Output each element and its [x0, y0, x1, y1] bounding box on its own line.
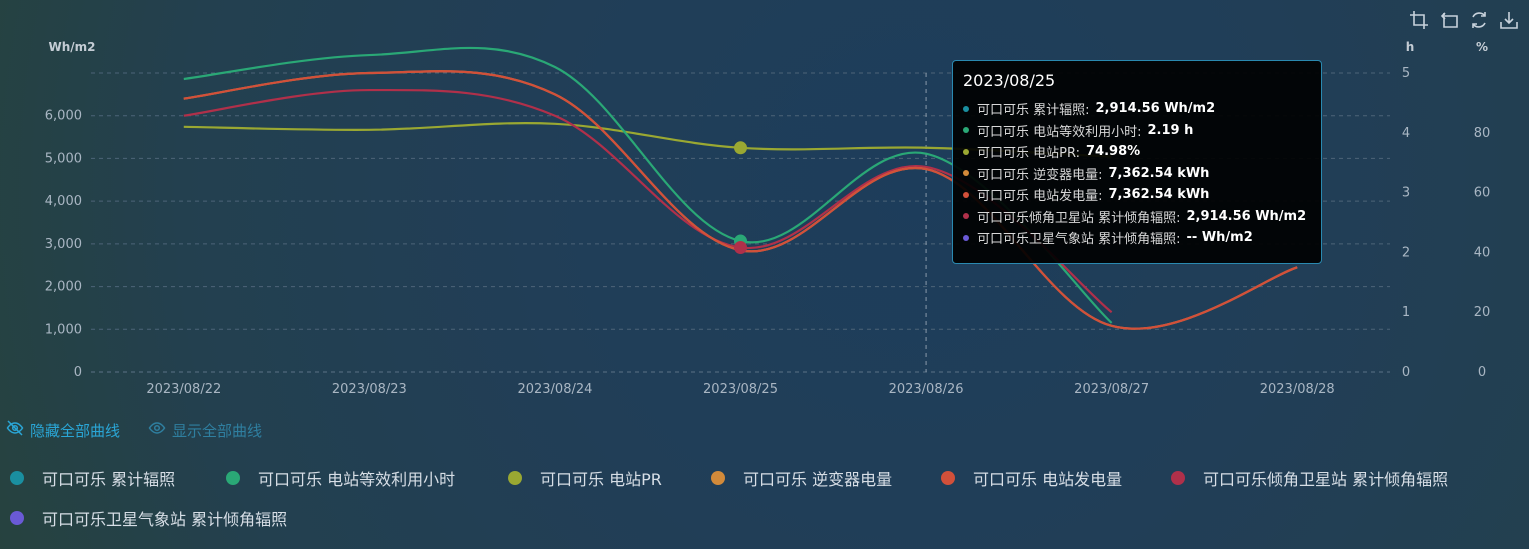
tooltip-series-dot [963, 213, 969, 220]
tooltip-series-dot [963, 148, 969, 155]
tooltip-series-name: 可口可乐卫星气象站 累计倾角辐照: [977, 232, 1181, 248]
legend-color-dot [10, 471, 24, 485]
legend-label: 可口可乐 逆变器电量 [743, 470, 893, 489]
legend-label: 可口可乐 电站发电量 [973, 470, 1123, 489]
tooltip-series-value: 2,914.56 Wh/m2 [1095, 101, 1216, 117]
data-point-marker [734, 241, 747, 255]
x-tick-label: 2023/08/24 [517, 382, 592, 397]
legend-color-dot [10, 511, 24, 525]
tooltip-series-value: 2,914.56 Wh/m2 [1186, 208, 1307, 224]
crop-icon[interactable] [1407, 8, 1431, 32]
legend-item[interactable]: 可口可乐 累计辐照 [10, 466, 175, 490]
show-all-curves-button[interactable]: 显示全部曲线 [148, 419, 262, 441]
tooltip-row: 可口可乐卫星气象站 累计倾角辐照: -- Wh/m2 [963, 227, 1311, 249]
tooltip-series-dot [963, 105, 969, 112]
y-left-tick-label: 0 [74, 365, 82, 380]
legend-color-dot [941, 471, 955, 485]
y-pct-unit-label: % [1476, 40, 1488, 54]
tooltip-series-dot [963, 127, 969, 134]
y-h-tick-label: 5 [1402, 66, 1410, 81]
eye-off-icon [6, 419, 24, 441]
show-all-label: 显示全部曲线 [172, 421, 263, 440]
y-left-tick-label: 6,000 [45, 109, 82, 124]
tooltip-series-name: 可口可乐倾角卫星站 累计倾角辐照: [977, 210, 1181, 226]
y-h-tick-label: 2 [1402, 245, 1410, 260]
tooltip-series-value: 7,362.54 kWh [1108, 187, 1210, 203]
legend-color-dot [508, 471, 522, 485]
tooltip-date: 2023/08/25 [963, 71, 1056, 90]
y-h-tick-label: 4 [1402, 126, 1410, 141]
tooltip-series-dot [963, 234, 969, 241]
tooltip-series-name: 可口可乐 电站PR: [977, 146, 1080, 162]
tooltip-row: 可口可乐 电站PR: 74.98% [963, 141, 1311, 163]
y-left-tick-label: 2,000 [45, 280, 82, 295]
legend-color-dot [226, 471, 240, 485]
legend-item[interactable]: 可口可乐卫星气象站 累计倾角辐照 [10, 506, 287, 530]
y-left-unit-label: Wh/m2 [48, 40, 95, 54]
hide-all-label: 隐藏全部曲线 [30, 421, 121, 440]
tooltip-row: 可口可乐 电站等效利用小时: 2.19 h [963, 120, 1311, 142]
y-left-tick-label: 1,000 [45, 322, 82, 337]
tooltip-series-dot [963, 170, 969, 177]
series-line [183, 122, 1112, 158]
tooltip-series-name: 可口可乐 电站发电量: [977, 189, 1103, 205]
tooltip-row: 可口可乐 累计辐照: 2,914.56 Wh/m2 [963, 98, 1311, 120]
refresh-icon[interactable] [1467, 8, 1491, 32]
curve-toggle-bar: 隐藏全部曲线 显示全部曲线 [6, 419, 262, 441]
legend-item[interactable]: 可口可乐 电站等效利用小时 [226, 466, 455, 490]
y-h-tick-label: 1 [1402, 305, 1410, 320]
line-chart: 0 1,000 2,000 3,000 4,000 5,000 6,000 Wh/m2 0 1 2 3… [45, 40, 1491, 397]
x-tick-label: 2023/08/23 [332, 382, 407, 397]
y-pct-tick-label: 40 [1474, 245, 1491, 260]
hide-all-curves-button[interactable]: 隐藏全部曲线 [6, 419, 120, 441]
y-pct-tick-label: 20 [1474, 305, 1491, 320]
tooltip-row: 可口可乐 逆变器电量: 7,362.54 kWh [963, 163, 1311, 185]
x-tick-label: 2023/08/22 [146, 382, 221, 397]
y-pct-tick-label: 0 [1478, 365, 1486, 380]
chart-toolbar [1407, 8, 1521, 32]
tooltip-series-dot [963, 191, 969, 198]
tooltip-series-value: -- Wh/m2 [1186, 230, 1253, 246]
eye-icon [148, 419, 166, 441]
x-tick-label: 2023/08/27 [1074, 382, 1149, 397]
legend-label: 可口可乐卫星气象站 累计倾角辐照 [42, 510, 288, 529]
tooltip-series-name: 可口可乐 逆变器电量: [977, 167, 1103, 183]
y-h-tick-label: 3 [1402, 186, 1410, 201]
chart-tooltip: 2023/08/25 可口可乐 累计辐照: 2,914.56 Wh/m2 可口可乐 … [952, 60, 1322, 264]
legend-label: 可口可乐 电站PR [540, 470, 662, 489]
legend-color-dot [1171, 471, 1185, 485]
y-pct-tick-label: 60 [1474, 186, 1491, 201]
tooltip-rows: 可口可乐 累计辐照: 2,914.56 Wh/m2 可口可乐 电站等效利用小时: 2.… [963, 98, 1311, 249]
tooltip-series-name: 可口可乐 电站等效利用小时: [977, 124, 1142, 140]
legend-label: 可口可乐倾角卫星站 累计倾角辐照 [1203, 470, 1449, 489]
data-point-marker [734, 141, 747, 155]
y-left-tick-label: 3,000 [45, 237, 82, 252]
tooltip-series-value: 2.19 h [1147, 122, 1194, 138]
download-icon[interactable] [1497, 8, 1521, 32]
legend-item[interactable]: 可口可乐倾角卫星站 累计倾角辐照 [1171, 466, 1448, 490]
legend-item[interactable]: 可口可乐 电站发电量 [941, 466, 1122, 490]
x-tick-label: 2023/08/28 [1260, 382, 1335, 397]
x-tick-label: 2023/08/26 [889, 382, 964, 397]
y-pct-tick-label: 80 [1474, 126, 1491, 141]
tooltip-series-name: 可口可乐 累计辐照: [977, 103, 1090, 119]
series-line [183, 70, 1298, 330]
legend-item[interactable]: 可口可乐 电站PR [508, 466, 662, 490]
tooltip-series-value: 74.98% [1086, 144, 1141, 160]
legend-color-dot [711, 471, 725, 485]
tooltip-series-value: 7,362.54 kWh [1108, 165, 1210, 181]
y-h-tick-label: 0 [1402, 365, 1410, 380]
tooltip-row: 可口可乐倾角卫星站 累计倾角辐照: 2,914.56 Wh/m2 [963, 206, 1311, 228]
legend-label: 可口可乐 电站等效利用小时 [258, 470, 456, 489]
y-left-tick-label: 5,000 [45, 151, 82, 166]
tooltip-row: 可口可乐 电站发电量: 7,362.54 kWh [963, 184, 1311, 206]
y-left-tick-label: 4,000 [45, 194, 82, 209]
legend-item[interactable]: 可口可乐 逆变器电量 [711, 466, 892, 490]
undo-icon[interactable] [1437, 8, 1461, 32]
y-h-unit-label: h [1406, 40, 1415, 54]
x-tick-label: 2023/08/25 [703, 382, 778, 397]
legend-label: 可口可乐 累计辐照 [42, 470, 176, 489]
